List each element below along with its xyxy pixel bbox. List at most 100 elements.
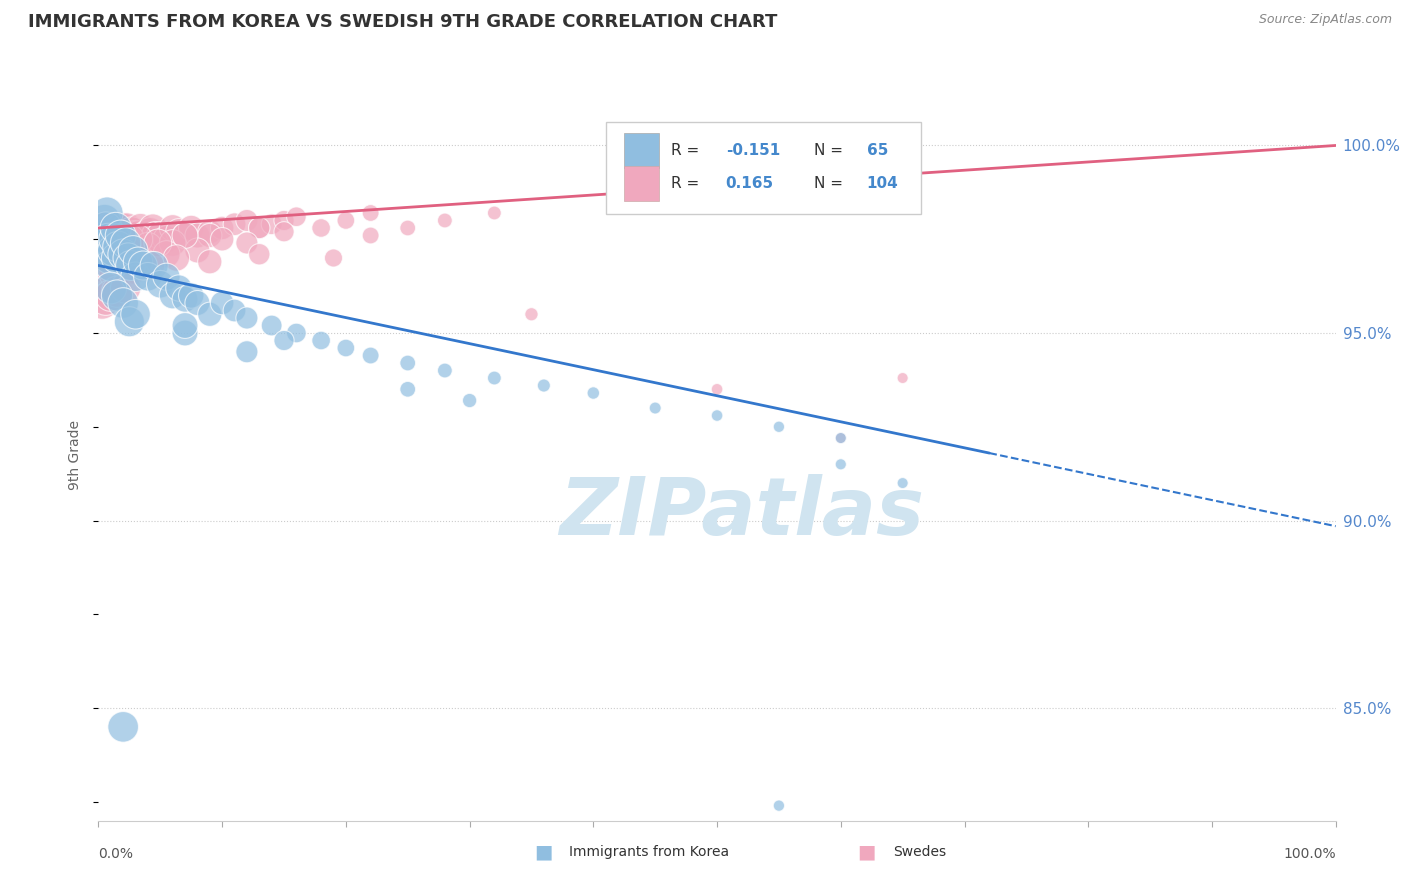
Point	[100, 288, 122, 302]
Point	[121, 225, 143, 239]
Point	[105, 285, 128, 299]
Point	[247, 221, 270, 235]
Point	[118, 240, 141, 254]
Text: IMMIGRANTS FROM KOREA VS SWEDISH 9TH GRADE CORRELATION CHART: IMMIGRANTS FROM KOREA VS SWEDISH 9TH GRA…	[28, 13, 778, 31]
Point	[360, 349, 382, 363]
Text: ZIPatlas: ZIPatlas	[560, 475, 924, 552]
Point	[100, 221, 122, 235]
Point	[112, 720, 135, 734]
Point	[129, 221, 152, 235]
Point	[124, 228, 146, 243]
Point	[105, 251, 128, 265]
Point	[111, 221, 134, 235]
Point	[139, 259, 162, 273]
Point	[105, 288, 128, 302]
Point	[93, 244, 115, 258]
Point	[103, 266, 125, 280]
Point	[335, 213, 357, 227]
Text: 0.0%: 0.0%	[98, 847, 134, 862]
Point	[211, 296, 233, 310]
Point	[90, 221, 112, 235]
Point	[120, 232, 142, 246]
Point	[174, 228, 197, 243]
Point	[433, 213, 456, 227]
Point	[114, 235, 136, 250]
Point	[143, 228, 166, 243]
Point	[582, 386, 605, 401]
Point	[236, 213, 259, 227]
Point	[360, 206, 382, 220]
Point	[103, 244, 125, 258]
Point	[93, 244, 115, 258]
Point	[136, 269, 159, 284]
Point	[91, 232, 114, 246]
Text: Source: ZipAtlas.com: Source: ZipAtlas.com	[1258, 13, 1392, 27]
Point	[224, 217, 246, 231]
Point	[360, 228, 382, 243]
Point	[322, 251, 344, 265]
Point	[155, 247, 177, 261]
Text: R =: R =	[671, 176, 704, 191]
Point	[162, 235, 184, 250]
Point	[124, 232, 146, 246]
Point	[112, 228, 135, 243]
Point	[186, 244, 208, 258]
Text: R =: R =	[671, 143, 704, 158]
Point	[484, 206, 506, 220]
Point	[134, 228, 156, 243]
Point	[149, 228, 172, 243]
Point	[520, 307, 543, 321]
Point	[236, 344, 259, 359]
Point	[104, 221, 127, 235]
Point	[101, 232, 124, 246]
Point	[830, 458, 852, 472]
Point	[97, 259, 120, 273]
Point	[211, 232, 233, 246]
Point	[93, 235, 115, 250]
Point	[309, 221, 332, 235]
Point	[155, 269, 177, 284]
Text: N =: N =	[814, 176, 848, 191]
Point	[167, 225, 190, 239]
Point	[146, 235, 169, 250]
Point	[94, 228, 117, 243]
Text: 65: 65	[866, 143, 889, 158]
Point	[309, 334, 332, 348]
Point	[97, 240, 120, 254]
Point	[149, 277, 172, 292]
Point	[110, 228, 132, 243]
Point	[112, 247, 135, 261]
Point	[285, 210, 308, 224]
Point	[96, 235, 118, 250]
Point	[127, 232, 149, 246]
Point	[112, 296, 135, 310]
Point	[706, 382, 728, 396]
Bar	[624, 166, 659, 201]
Point	[198, 225, 221, 239]
Point	[103, 232, 125, 246]
Text: -0.151: -0.151	[725, 143, 780, 158]
Point	[180, 221, 202, 235]
Point	[768, 798, 790, 813]
Point	[105, 232, 128, 246]
Point	[433, 363, 456, 377]
Point	[110, 232, 132, 246]
Point	[93, 221, 115, 235]
Point	[198, 307, 221, 321]
Point	[768, 419, 790, 434]
Point	[706, 409, 728, 423]
Point	[396, 356, 419, 370]
Point	[108, 244, 131, 258]
Point	[104, 221, 127, 235]
FancyBboxPatch shape	[606, 122, 921, 213]
Point	[103, 228, 125, 243]
Point	[103, 232, 125, 246]
Point	[131, 254, 153, 268]
Point	[155, 232, 177, 246]
Point	[97, 228, 120, 243]
Point	[533, 378, 555, 392]
Point	[186, 296, 208, 310]
Point	[93, 269, 115, 284]
Point	[118, 232, 141, 246]
Point	[117, 251, 139, 265]
